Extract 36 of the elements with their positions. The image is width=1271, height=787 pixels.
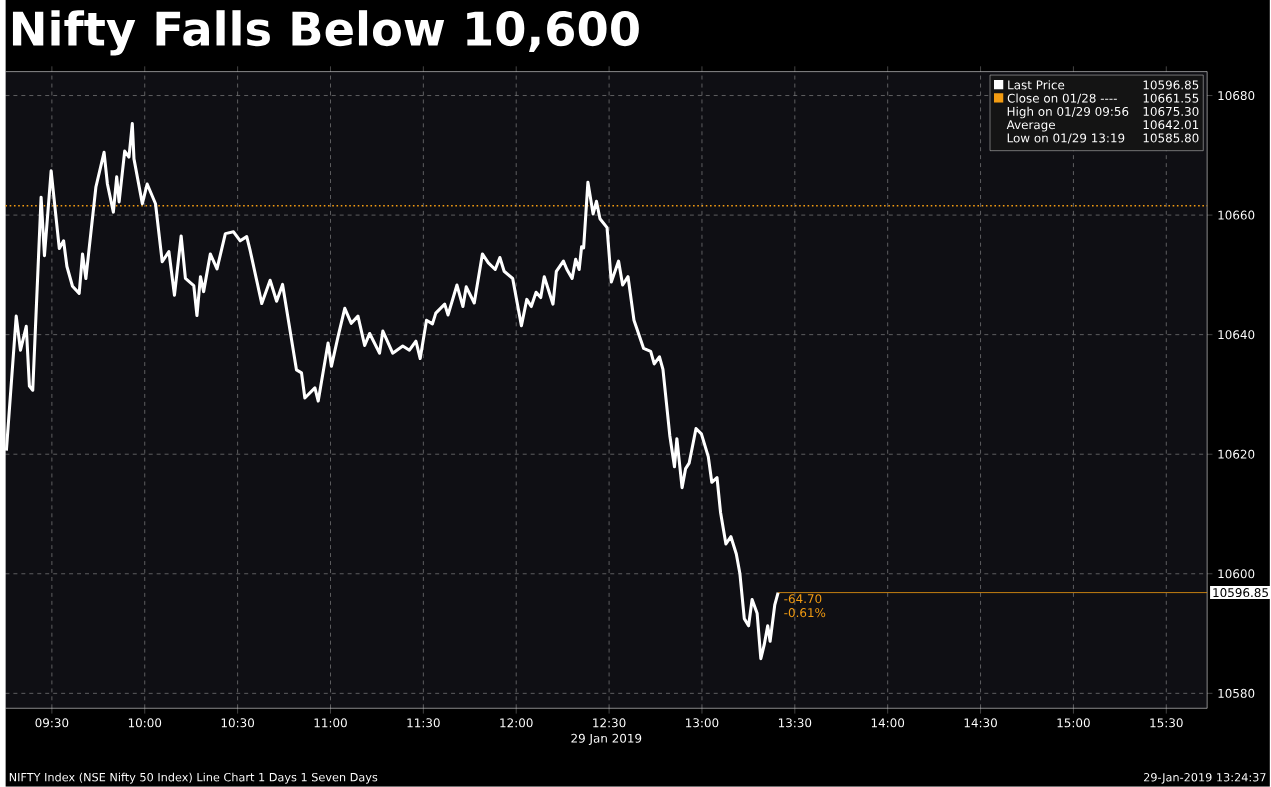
annotation: 10661.55 <box>1143 93 1199 103</box>
y-tick-label: 10640 <box>1218 330 1255 340</box>
annotation: Average <box>1006 120 1055 132</box>
legend-label: Last Price <box>1008 80 1065 90</box>
x-tick-label: 15:00 <box>1057 718 1090 728</box>
annotation: 10596.85 <box>1143 80 1199 90</box>
chart-title: Nifty Falls Below 10,600 <box>12 10 639 56</box>
text: 29-Jan-2019 13:24:37 <box>1144 773 1266 784</box>
x-tick-label: 11:00 <box>314 718 347 728</box>
y-tick-label: 10680 <box>1218 91 1255 101</box>
y-tick-label: 10600 <box>1218 569 1255 579</box>
y-tick-label: 10620 <box>1218 449 1255 459</box>
text: NIFTY Index (NSE Nifty 50 Index) Line Chart 1 Days 1 Seven Days <box>9 772 378 784</box>
x-tick-label: 12:30 <box>593 718 626 728</box>
annotation: 10585.80 <box>1143 133 1199 143</box>
legend-label: Close on 01/28 ---- <box>1007 93 1117 104</box>
x-tick-label: 14:00 <box>871 718 905 728</box>
annotation: High on 01/29 09:56 <box>1007 106 1129 119</box>
y-tick-label: 10580 <box>1218 688 1255 698</box>
annotation: -0.61% <box>784 608 826 618</box>
x-axis-title: 29 Jan 2019 <box>571 733 642 746</box>
x-tick-label: 14:30 <box>964 718 997 728</box>
x-tick-label: 13:00 <box>686 718 719 728</box>
y-tick-label: 10660 <box>1218 210 1255 220</box>
x-tick-label: 15:30 <box>1150 718 1183 728</box>
x-tick-label: 09:30 <box>35 718 69 728</box>
annotation: -64.70 <box>784 594 822 604</box>
x-tick-label: 10:00 <box>128 718 162 728</box>
annotation: 10642.01 <box>1143 120 1199 130</box>
ref-line-label: 10596.85 <box>1213 588 1268 598</box>
annotation: 10675.30 <box>1143 106 1199 117</box>
x-tick-label: 11:30 <box>407 718 440 728</box>
x-tick-label: 12:00 <box>500 718 533 728</box>
x-tick-label: 10:30 <box>221 718 255 728</box>
x-tick-label: 13:30 <box>778 718 812 728</box>
annotation: Low on 01/29 13:19 <box>1007 133 1125 144</box>
